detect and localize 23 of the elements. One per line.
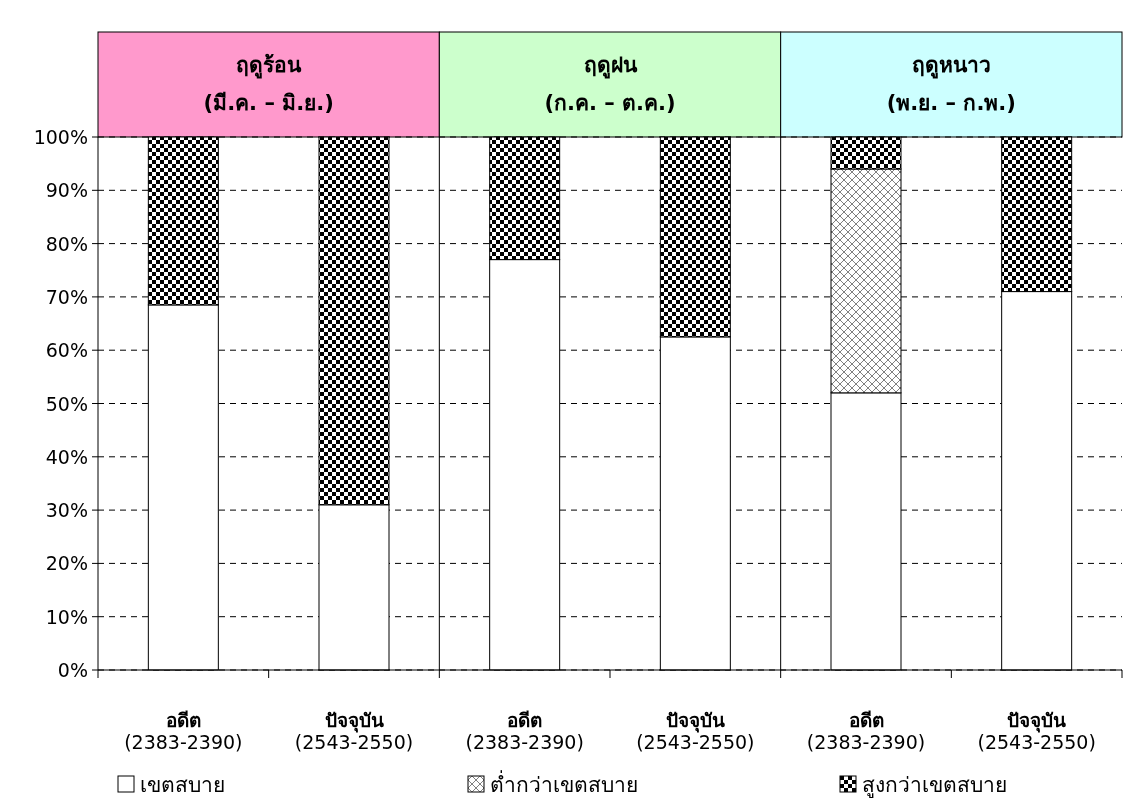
text: ฤดูร้อน (มี.ค. – มิ.ย.) — [203, 53, 334, 115]
y-tick-label: 30% — [45, 499, 88, 522]
y-tick-label: 50% — [45, 392, 88, 415]
y-tick-label: 10% — [45, 605, 88, 628]
y-tick-label: 100% — [33, 126, 88, 148]
x-tick-label: อดีต (2383-2390) — [124, 709, 243, 753]
y-tick-label: 20% — [45, 552, 88, 575]
y-tick-label: 0% — [57, 659, 88, 681]
y-tick-label: 80% — [45, 232, 88, 255]
x-tick-label: ปัจจุบัน (2543-2550) — [636, 709, 755, 753]
x-tick-label: ปัจจุบัน (2543-2550) — [977, 709, 1096, 753]
legend-label: เขตสบาย — [140, 773, 225, 797]
y-tick-label: 40% — [45, 445, 88, 468]
y-tick-label: 60% — [45, 339, 88, 362]
legend-label: สูงกว่าเขตสบาย — [862, 773, 1007, 798]
text: ฤดูหนาว (พ.ย. – ก.พ.) — [886, 53, 1016, 115]
x-tick-label: อดีต (2383-2390) — [806, 709, 926, 753]
x-tick-label: ปัจจุบัน (2543-2550) — [294, 709, 414, 753]
legend-label: ต่ำกว่าเขตสบาย — [490, 770, 638, 797]
y-tick-label: 90% — [45, 179, 88, 202]
x-tick-label: อดีต (2383-2390) — [465, 709, 584, 753]
text: ฤดูฝน (ก.ค. – ต.ค.) — [544, 53, 676, 115]
y-tick-label: 70% — [45, 285, 88, 308]
